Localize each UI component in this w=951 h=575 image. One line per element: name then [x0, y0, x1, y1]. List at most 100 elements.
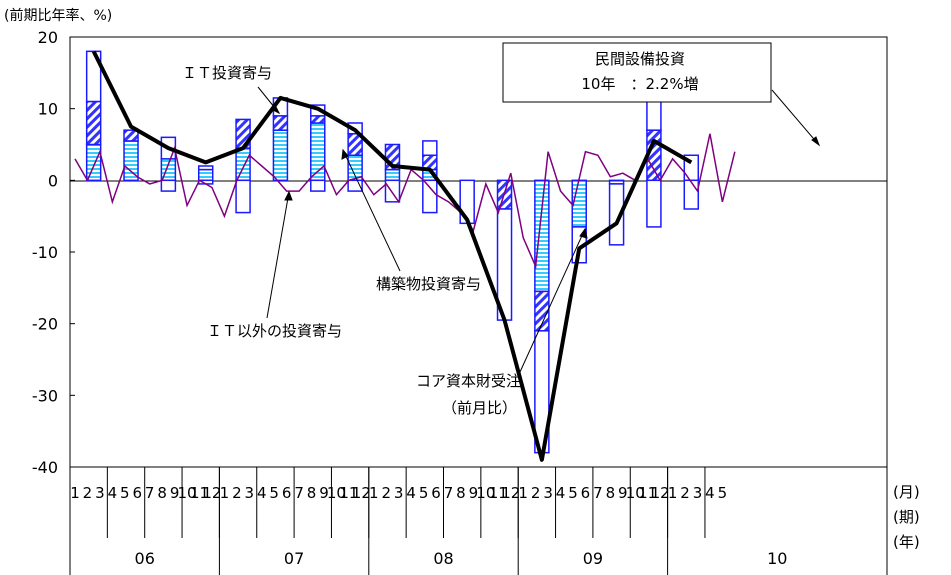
- bar-structures: [123, 140, 139, 182]
- summary-box-title: 民間設備投資: [595, 50, 685, 68]
- y-tick-label: 10: [38, 100, 58, 119]
- axis-unit-label: (期): [893, 508, 920, 526]
- month-label: 5: [269, 484, 279, 502]
- y-tick-label: 0: [48, 171, 58, 190]
- year-label: 09: [583, 549, 603, 568]
- month-label: 1: [369, 484, 379, 502]
- month-label: 4: [257, 484, 267, 502]
- month-label: 11: [638, 484, 657, 502]
- month-label: 4: [556, 484, 566, 502]
- bar-non-it: [347, 179, 363, 192]
- lines-layer: [74, 50, 736, 462]
- summary-box: [502, 42, 772, 103]
- month-label: 11: [489, 484, 508, 502]
- month-label: 9: [618, 484, 628, 502]
- label-core-orders-note: （前月比）: [442, 399, 517, 417]
- bar-non-it: [646, 179, 662, 228]
- month-label: 11: [339, 484, 358, 502]
- month-label: 2: [381, 484, 391, 502]
- month-label: 3: [693, 484, 703, 502]
- core-orders-line: [74, 133, 736, 270]
- bar-non-it: [160, 179, 177, 192]
- y-tick-label: -30: [32, 386, 58, 405]
- bar-non-it: [235, 179, 251, 214]
- bar-non-it: [646, 97, 662, 131]
- summary-box-value: 10年 ：2.2%増: [581, 75, 698, 93]
- bars-layer: [85, 50, 700, 454]
- month-label: 8: [456, 484, 466, 502]
- month-label: 1: [518, 484, 528, 502]
- month-label: 12: [202, 484, 221, 502]
- month-label: 3: [543, 484, 553, 502]
- label-non-it-contribution: ＩＴ以外の投資寄与: [207, 322, 342, 340]
- year-label: 06: [135, 549, 155, 568]
- bar-non-it: [197, 165, 214, 171]
- month-label: 2: [531, 484, 541, 502]
- capex-total-line: [91, 50, 693, 462]
- month-label: 7: [444, 484, 454, 502]
- bar-non-it: [310, 179, 326, 192]
- bar-it: [310, 115, 326, 124]
- bar-structures: [272, 129, 289, 182]
- month-label: 2: [83, 484, 93, 502]
- month-label: 11: [190, 484, 209, 502]
- bar-structures: [571, 179, 587, 228]
- month-label: 12: [501, 484, 520, 502]
- month-label: 5: [120, 484, 130, 502]
- bar-it: [272, 115, 289, 131]
- month-label: 3: [394, 484, 404, 502]
- bar-non-it: [608, 183, 625, 246]
- annotation-arrows: [257, 86, 821, 373]
- label-core-orders: コア資本財受注: [416, 372, 521, 390]
- y-tick-label: -10: [32, 243, 58, 262]
- bar-structures: [384, 168, 401, 182]
- month-label: 2: [232, 484, 242, 502]
- y-axis-ticks: 20 10 0 -10 -20 -30 -40: [32, 28, 75, 477]
- bar-structures: [235, 147, 251, 182]
- bar-it: [85, 100, 102, 146]
- month-label: 2: [680, 484, 690, 502]
- bar-non-it: [422, 140, 438, 157]
- month-label: 12: [352, 484, 371, 502]
- month-label: 6: [282, 484, 292, 502]
- month-label: 9: [319, 484, 329, 502]
- month-label: 3: [245, 484, 255, 502]
- y-tick-label: 20: [38, 28, 58, 47]
- month-label: 7: [593, 484, 603, 502]
- month-label: 9: [170, 484, 180, 502]
- year-label: 08: [433, 549, 453, 568]
- month-label: 7: [145, 484, 155, 502]
- month-label: 1: [220, 484, 230, 502]
- month-label: 4: [705, 484, 715, 502]
- month-label: 1: [668, 484, 678, 502]
- month-label: 5: [718, 484, 728, 502]
- bar-non-it: [422, 179, 438, 214]
- x-axis-quarter-dividers: [69, 467, 888, 575]
- month-label: 6: [581, 484, 591, 502]
- month-label: 7: [294, 484, 304, 502]
- year-label: 10: [767, 549, 787, 568]
- bar-structures: [85, 143, 102, 182]
- bar-non-it: [683, 179, 700, 210]
- month-label: 1: [70, 484, 80, 502]
- axis-unit-label: (年): [893, 533, 920, 551]
- month-label: 6: [132, 484, 142, 502]
- x-axis-year-labels: 06 07 08 09 10: [135, 549, 788, 568]
- month-label: 3: [95, 484, 105, 502]
- label-structures-contribution: 構築物投資寄与: [376, 275, 481, 293]
- bar-non-it: [384, 179, 401, 203]
- bar-structures: [534, 179, 550, 293]
- month-label: 9: [469, 484, 479, 502]
- x-axis-unit-labels: (月) (期) (年): [893, 483, 920, 551]
- month-label: 5: [568, 484, 578, 502]
- month-label: 5: [419, 484, 429, 502]
- y-tick-label: -40: [32, 458, 58, 477]
- label-it-contribution: ＩＴ投資寄与: [182, 64, 272, 82]
- axis-unit-label: (月): [893, 483, 920, 501]
- year-label: 07: [284, 549, 304, 568]
- bar-structures: [197, 168, 214, 182]
- unit-label: (前期比年率、%): [4, 7, 112, 24]
- y-tick-label: -20: [32, 315, 58, 334]
